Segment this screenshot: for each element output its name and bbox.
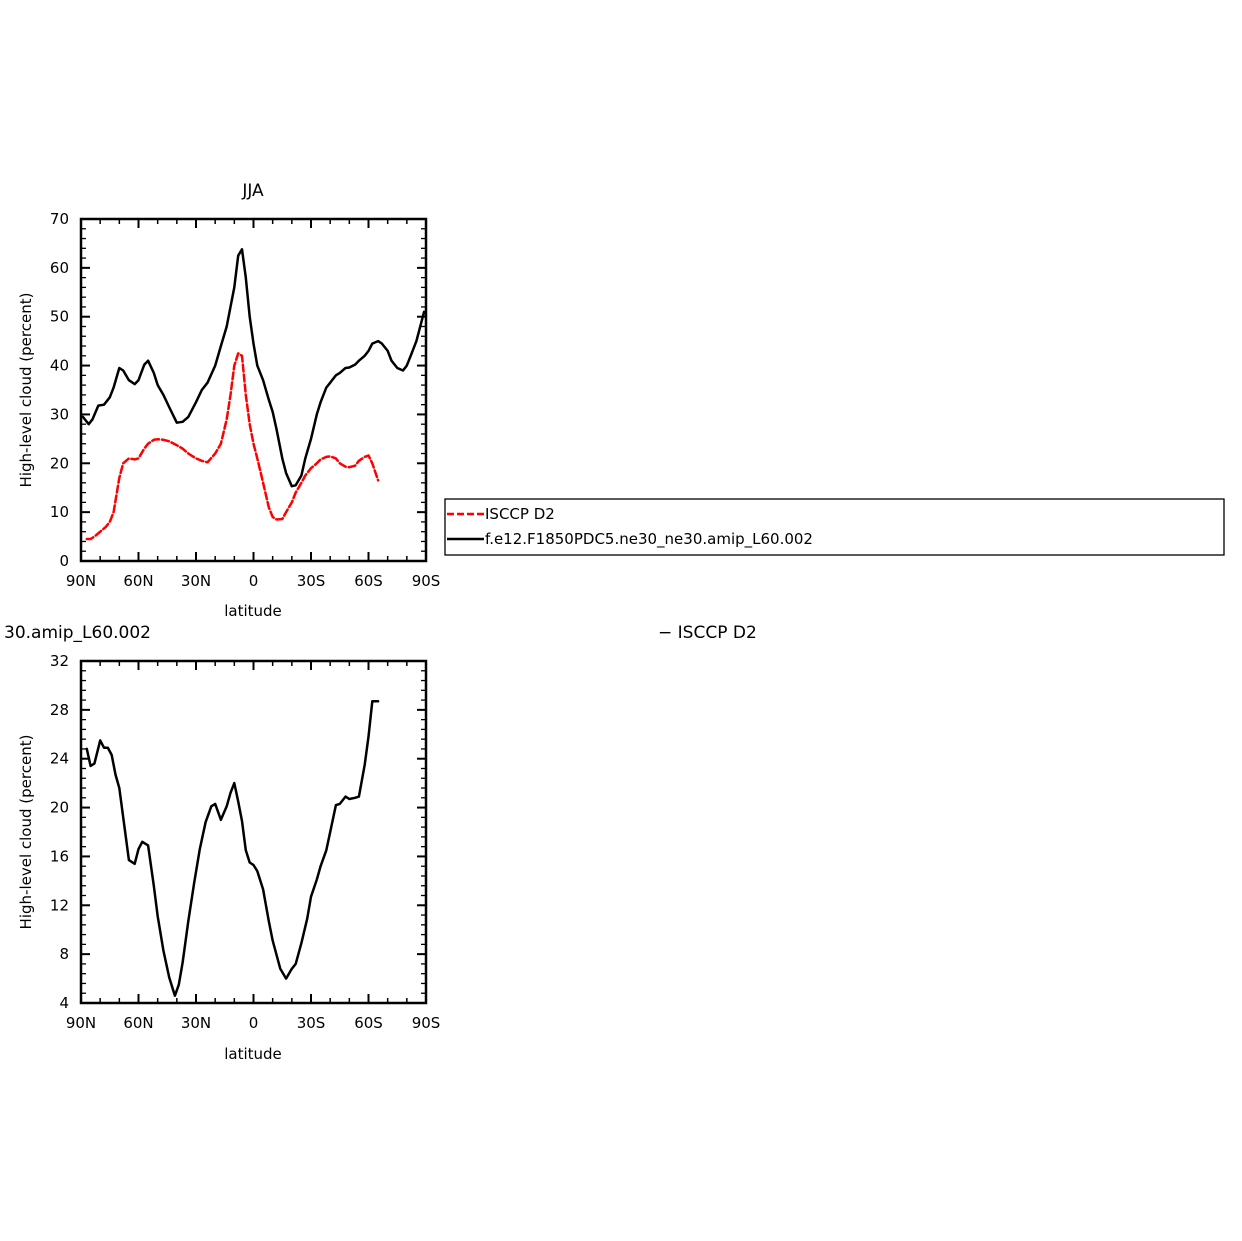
- top-y-tick-label: 70: [50, 210, 69, 228]
- legend-isccp-label: ISCCP D2: [485, 505, 555, 523]
- top-y-tick-label: 30: [50, 405, 69, 423]
- top-chart-title: JJA: [241, 181, 264, 201]
- bottom-x-tick-label: 60S: [354, 1014, 383, 1032]
- bottom-y-tick-label: 24: [50, 750, 69, 768]
- bottom-y-tick-label: 4: [59, 994, 69, 1012]
- top-plot-area: 90N 60N 30N 0 30S 60S 90S 0 10 20 30 40 50 60 70: [50, 210, 440, 590]
- bottom-x-tick-label: 30S: [297, 1014, 326, 1032]
- top-x-tick-label: 60N: [123, 572, 153, 590]
- bottom-panel: 30.amip_L60.002 − ISCCP D2 90N 60N 30N 0 30S…: [4, 623, 757, 1063]
- bottom-series-line-0: [85, 700, 380, 997]
- top-x-axis-label: latitude: [224, 602, 282, 620]
- bottom-x-tick-label: 90N: [66, 1014, 96, 1032]
- bottom-x-tick-label: 60N: [123, 1014, 153, 1032]
- bottom-chart-title-right: − ISCCP D2: [658, 623, 757, 643]
- bottom-y-tick-label: 20: [50, 799, 69, 817]
- bottom-plot-frame: [79, 659, 428, 1005]
- bottom-y-tick-label: 32: [50, 652, 69, 670]
- top-y-axis-label: High-level cloud (percent): [17, 293, 35, 488]
- top-plot-frame: [79, 217, 428, 563]
- bottom-x-tick-label: 90S: [412, 1014, 441, 1032]
- top-x-tick-label: 0: [249, 572, 259, 590]
- top-x-tick-label: 60S: [354, 572, 383, 590]
- top-x-tick-label: 90S: [412, 572, 441, 590]
- bottom-plot-area: 90N 60N 30N 0 30S 60S 90S 4 8 12 16 20 24 28 32: [50, 652, 440, 1032]
- top-x-tick-label: 30S: [297, 572, 326, 590]
- bottom-y-axis-label: High-level cloud (percent): [17, 735, 35, 930]
- bottom-chart-title-left: 30.amip_L60.002: [4, 623, 151, 643]
- top-series-line-1: [81, 248, 426, 488]
- bottom-x-tick-label: 30N: [181, 1014, 211, 1032]
- bottom-y-tick-label: 16: [50, 847, 69, 865]
- top-y-tick-label: 40: [50, 357, 69, 375]
- top-series-line-0: [85, 352, 380, 541]
- legend-model-label: f.e12.F1850PDC5.ne30_ne30.amip_L60.002: [485, 530, 813, 549]
- bottom-y-tick-label: 12: [50, 896, 69, 914]
- top-y-tick-label: 10: [50, 503, 69, 521]
- top-y-tick-label: 20: [50, 454, 69, 472]
- top-x-tick-label: 90N: [66, 572, 96, 590]
- top-x-tick-label: 30N: [181, 572, 211, 590]
- bottom-y-tick-label: 28: [50, 701, 69, 719]
- top-y-tick-label: 0: [59, 552, 69, 570]
- top-y-tick-label: 50: [50, 308, 69, 326]
- top-y-tick-label: 60: [50, 259, 69, 277]
- top-panel: JJA 90N 60N 30N 0 30S 60S 90S 0 10 20 30 40 50 60 70 l…: [17, 181, 440, 620]
- legend-box: [444, 498, 1225, 556]
- bottom-x-tick-label: 0: [249, 1014, 259, 1032]
- legend: ISCCP D2 f.e12.F1850PDC5.ne30_ne30.amip_…: [444, 498, 1225, 556]
- bottom-x-axis-label: latitude: [224, 1045, 282, 1063]
- bottom-y-tick-label: 8: [59, 945, 69, 963]
